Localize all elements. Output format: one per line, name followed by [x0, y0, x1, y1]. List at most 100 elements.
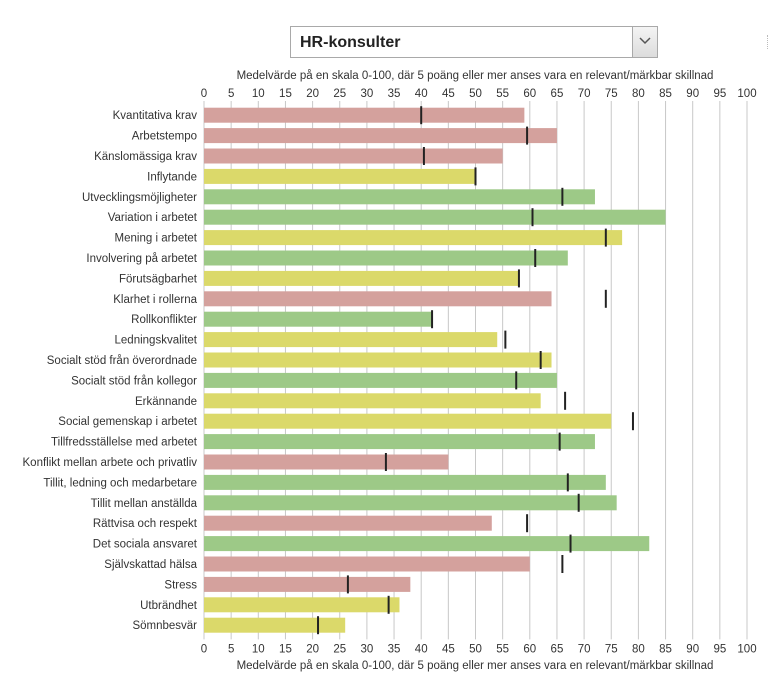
bar — [204, 270, 519, 286]
bar — [204, 372, 557, 388]
x-tick-label: 65 — [551, 88, 564, 100]
category-label: Rollkonflikter — [131, 314, 197, 326]
x-tick-label: 100 — [737, 88, 756, 100]
bar — [204, 230, 623, 246]
x-tick-label: 0 — [201, 643, 207, 655]
bar — [204, 352, 552, 368]
x-tick-label: 20 — [306, 643, 319, 655]
x-tick-label: 65 — [551, 643, 564, 655]
x-tick-label: 40 — [415, 643, 428, 655]
x-tick-label: 95 — [713, 643, 726, 655]
category-label: Sömnbesvär — [132, 620, 197, 632]
x-tick-label: 40 — [415, 88, 428, 100]
x-tick-label: 95 — [713, 88, 726, 100]
x-tick-label: 15 — [279, 88, 292, 100]
x-tick-label: 100 — [737, 643, 756, 655]
x-tick-label: 10 — [252, 88, 265, 100]
bar — [204, 454, 449, 470]
category-label: Mening i arbetet — [115, 233, 198, 245]
x-tick-label: 75 — [605, 643, 618, 655]
reference-markers — [317, 106, 634, 635]
category-label: Tillit mellan anställda — [91, 498, 198, 510]
bar — [204, 250, 568, 266]
bar — [204, 332, 498, 348]
chevron-down-icon — [639, 37, 651, 45]
x-tick-label: 50 — [469, 643, 482, 655]
category-label: Klarhet i rollerna — [113, 294, 197, 306]
x-tick-label: 5 — [228, 88, 234, 100]
category-label: Kvantitativa krav — [113, 110, 198, 122]
category-label: Variation i arbetet — [108, 212, 198, 224]
bar — [204, 434, 595, 450]
bar — [204, 413, 612, 429]
x-tick-label: 45 — [442, 643, 455, 655]
x-tick-label: 75 — [605, 88, 618, 100]
x-tick-label: 25 — [333, 643, 346, 655]
category-label: Det sociala ansvaret — [93, 539, 198, 551]
group-select-value: HR-konsulter — [300, 34, 401, 51]
x-tick-label: 85 — [659, 88, 672, 100]
x-tick-label: 20 — [306, 88, 319, 100]
category-label: Självskattad hälsa — [104, 559, 197, 571]
bar — [204, 556, 530, 572]
category-label: Rättvisa och respekt — [93, 518, 198, 530]
bar — [204, 536, 650, 552]
bar — [204, 291, 552, 307]
x-tick-labels-bottom: 0 5 10 15 20 25 30 35 40 45 50 55 60 65 70 75 80 85 90 95 10… — [201, 643, 757, 655]
x-tick-label: 70 — [578, 88, 591, 100]
x-tick-label: 10 — [252, 643, 265, 655]
bar — [204, 393, 541, 409]
x-tick-label: 35 — [388, 88, 401, 100]
bar — [204, 474, 606, 490]
bar — [204, 107, 525, 123]
bars — [204, 107, 666, 633]
bar — [204, 311, 433, 327]
x-tick-label: 70 — [578, 643, 591, 655]
x-tick-label: 30 — [361, 88, 374, 100]
category-label: Utbrändhet — [140, 600, 198, 612]
x-tick-label: 30 — [361, 643, 374, 655]
x-tick-label: 90 — [686, 88, 699, 100]
x-tick-label: 25 — [333, 88, 346, 100]
x-tick-labels-top: 0 5 10 15 20 25 30 35 40 45 50 55 60 65 70 75 80 85 90 95 10… — [201, 88, 757, 100]
x-tick-label: 60 — [523, 643, 536, 655]
category-label: Involvering på arbetet — [86, 253, 197, 265]
x-axis-label-bottom: Medelvärde på en skala 0-100, där 5 poän… — [237, 660, 714, 672]
x-tick-label: 80 — [632, 88, 645, 100]
bar — [204, 148, 503, 164]
bar — [204, 189, 595, 205]
bar — [204, 168, 476, 184]
bar — [204, 209, 666, 225]
category-label: Socialt stöd från överordnade — [47, 355, 197, 367]
group-select[interactable]: HR-konsulter — [290, 26, 658, 58]
x-tick-label: 15 — [279, 643, 292, 655]
group-select-button[interactable] — [632, 27, 657, 57]
category-label: Tillfredsställelse med arbetet — [51, 437, 198, 449]
x-tick-label: 90 — [686, 643, 699, 655]
category-label: Förutsägbarhet — [119, 273, 198, 285]
bar — [204, 576, 411, 592]
x-tick-label: 55 — [496, 88, 509, 100]
category-label: Arbetstempo — [132, 131, 197, 143]
category-label: Stress — [164, 579, 197, 591]
x-tick-label: 85 — [659, 643, 672, 655]
category-labels: Kvantitativa krav Arbetstempo Känslomässig… — [23, 110, 198, 632]
category-label: Inflytande — [147, 171, 197, 183]
x-tick-label: 45 — [442, 88, 455, 100]
category-label: Socialt stöd från kollegor — [71, 375, 197, 387]
bar — [204, 617, 346, 633]
bar — [204, 495, 617, 511]
x-tick-label: 5 — [228, 643, 234, 655]
x-tick-label: 60 — [523, 88, 536, 100]
category-label: Ledningskvalitet — [115, 335, 198, 347]
category-label: Konflikt mellan arbete och privatliv — [23, 457, 198, 469]
category-label: Social gemenskap i arbetet — [58, 416, 198, 428]
right-edge-decoration — [767, 35, 771, 49]
bar — [204, 515, 492, 531]
bar — [204, 128, 557, 144]
x-tick-label: 0 — [201, 88, 207, 100]
category-label: Känslomässiga krav — [94, 151, 197, 163]
x-tick-label: 50 — [469, 88, 482, 100]
x-tick-label: 80 — [632, 643, 645, 655]
